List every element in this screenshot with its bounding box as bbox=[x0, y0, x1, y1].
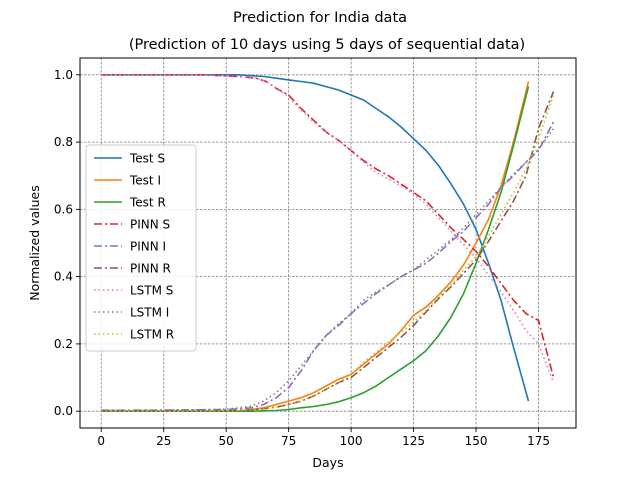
legend-label: LSTM S bbox=[130, 284, 173, 298]
legend-label: PINN R bbox=[130, 262, 171, 276]
axis-ticks: 0 25 50 75 100 125 150 175 0.0 0.2 0.4 0.6 0.8 1.0 bbox=[54, 68, 550, 448]
plot-lines bbox=[101, 74, 555, 413]
series-line-pinn-r bbox=[101, 91, 555, 413]
plot-frame bbox=[79, 57, 577, 429]
x-tick-label: 75 bbox=[281, 434, 296, 448]
series-line-lstm-s bbox=[101, 74, 555, 383]
legend-label: PINN I bbox=[130, 240, 166, 254]
x-tick-label: 0 bbox=[97, 434, 105, 448]
x-tick-label: 100 bbox=[340, 434, 363, 448]
x-tick-label: 125 bbox=[402, 434, 425, 448]
x-axis-label: Days bbox=[312, 455, 343, 470]
legend-label: PINN S bbox=[130, 218, 170, 232]
legend-box bbox=[85, 144, 197, 352]
legend-label: LSTM I bbox=[130, 306, 169, 320]
legend-label: LSTM R bbox=[130, 328, 174, 342]
legend: Test S Test I Test R PINN S PINN I PINN R LSTM… bbox=[85, 144, 197, 352]
series-line-test-r bbox=[101, 86, 530, 413]
legend-label: Test S bbox=[129, 152, 165, 166]
series-line-test-s bbox=[101, 74, 530, 402]
y-tick-label: 0.4 bbox=[54, 270, 73, 284]
series-line-pinn-i bbox=[101, 121, 555, 412]
chart-title: Prediction for India data bbox=[233, 10, 407, 26]
x-tick-label: 175 bbox=[527, 434, 550, 448]
series-line-lstm-r bbox=[101, 94, 555, 413]
x-tick-label: 25 bbox=[156, 434, 171, 448]
x-tick-label: 50 bbox=[219, 434, 234, 448]
y-tick-label: 0.0 bbox=[54, 404, 73, 418]
x-tick-label: 150 bbox=[465, 434, 488, 448]
legend-label: Test I bbox=[129, 174, 161, 188]
y-tick-label: 0.6 bbox=[54, 202, 73, 216]
chart-subtitle: (Prediction of 10 days using 5 days of s… bbox=[129, 37, 525, 53]
y-tick-label: 1.0 bbox=[54, 68, 73, 82]
y-tick-label: 0.8 bbox=[54, 135, 73, 149]
y-tick-label: 0.2 bbox=[54, 337, 73, 351]
y-axis-label: Normalized values bbox=[27, 185, 42, 301]
legend-label: Test R bbox=[129, 196, 166, 210]
